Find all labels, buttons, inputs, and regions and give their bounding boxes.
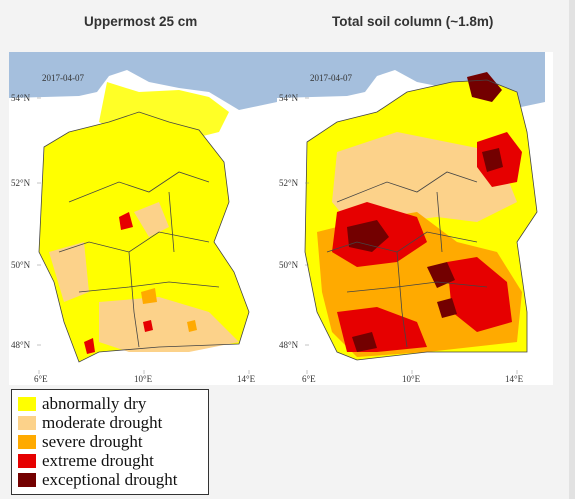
legend-swatch xyxy=(18,396,36,411)
legend-item-exceptional-drought: exceptional drought xyxy=(12,470,208,489)
lat-tick: 50°N xyxy=(11,260,31,270)
lat-tick: 48°N xyxy=(279,340,299,350)
legend-item-extreme-drought: extreme drought xyxy=(12,451,208,470)
drought-overlay xyxy=(39,82,249,362)
map-total-column-svg: 2017-04-07 54°N 52°N 50°N 48°N 6°E 10°E … xyxy=(277,52,553,385)
legend-swatch xyxy=(18,472,36,487)
lat-tick: 52°N xyxy=(279,178,299,188)
legend-swatch xyxy=(18,453,36,468)
legend-label: moderate drought xyxy=(42,412,163,432)
legend-item-moderate-drought: moderate drought xyxy=(12,413,208,432)
map-topsoil: 2017-04-07 54°N 52°N 50°N 48°N 6°E 10°E … xyxy=(9,52,285,385)
lon-tick: 14°E xyxy=(237,374,256,384)
legend-label: severe drought xyxy=(42,431,143,451)
sea-area xyxy=(277,52,545,110)
lon-tick: 14°E xyxy=(505,374,524,384)
panel-title-total-column: Total soil column (~1.8m) xyxy=(332,14,494,29)
legend-label: exceptional drought xyxy=(42,469,178,489)
graticule xyxy=(37,97,250,374)
sea-area xyxy=(9,52,277,110)
legend-item-abnormally-dry: abnormally dry xyxy=(12,394,208,413)
graticule xyxy=(305,97,518,374)
legend-swatch xyxy=(18,415,36,430)
lat-tick: 50°N xyxy=(279,260,299,270)
lon-tick: 6°E xyxy=(34,374,48,384)
map-total-column: 2017-04-07 54°N 52°N 50°N 48°N 6°E 10°E … xyxy=(277,52,553,385)
lat-tick: 52°N xyxy=(11,178,31,188)
legend-label: abnormally dry xyxy=(42,393,147,413)
map-date: 2017-04-07 xyxy=(42,73,84,83)
legend-label: extreme drought xyxy=(42,450,154,470)
lon-tick: 10°E xyxy=(402,374,421,384)
legend: abnormally dry moderate drought severe d… xyxy=(11,389,209,495)
lon-tick: 6°E xyxy=(302,374,316,384)
lat-tick: 54°N xyxy=(11,93,31,103)
lat-tick: 54°N xyxy=(279,93,299,103)
state-borders xyxy=(38,111,250,363)
state-borders xyxy=(304,79,538,361)
scrollbar[interactable] xyxy=(569,0,575,499)
panel-title-topsoil: Uppermost 25 cm xyxy=(84,14,198,29)
legend-swatch xyxy=(18,434,36,449)
drought-overlay xyxy=(305,72,537,360)
map-date: 2017-04-07 xyxy=(310,73,352,83)
legend-item-severe-drought: severe drought xyxy=(12,432,208,451)
lat-tick: 48°N xyxy=(11,340,31,350)
lon-tick: 10°E xyxy=(134,374,153,384)
map-topsoil-svg: 2017-04-07 54°N 52°N 50°N 48°N 6°E 10°E … xyxy=(9,52,285,385)
